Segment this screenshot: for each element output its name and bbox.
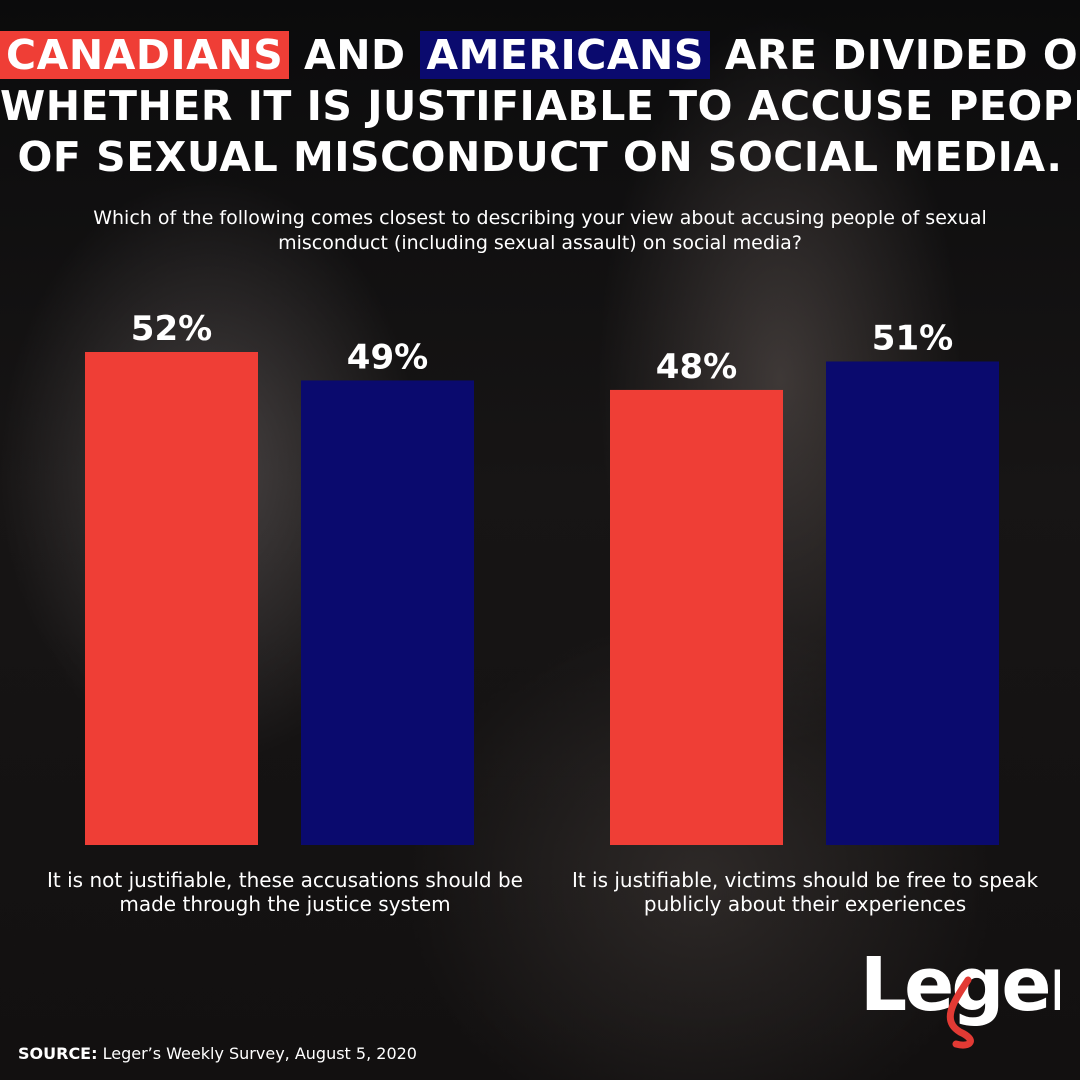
bar-canadians-1 — [610, 389, 783, 845]
bar-americans-1 — [826, 361, 999, 845]
bar-americans-0 — [301, 380, 474, 845]
value-label-americans-0: 49% — [347, 337, 428, 377]
headline: CANADIANS AND AMERICANS ARE DIVIDED ON W… — [0, 30, 1080, 183]
question-subtitle: Which of the following comes closest to … — [93, 207, 987, 254]
headline-line-2: WHETHER IT IS JUSTIFIABLE TO ACCUSE PEOP… — [0, 82, 1080, 130]
headline-line-3: OF SEXUAL MISCONDUCT ON SOCIAL MEDIA. — [17, 133, 1063, 181]
source-text: Leger’s Weekly Survey, August 5, 2020 — [102, 1044, 417, 1063]
leger-logo-mark: Leger — [860, 942, 1080, 1049]
americans-highlight: AMERICANS — [420, 31, 710, 79]
category-label-not-justifiable: It is not justifiable, these accusations… — [47, 868, 523, 916]
canadians-highlight: CANADIANS — [0, 31, 290, 79]
leger-logo-text: Leger — [860, 942, 1060, 1028]
headline-and: AND — [304, 31, 406, 79]
leger-logo: Leger — [860, 940, 1080, 1050]
headline-line-1: CANADIANS AND AMERICANS ARE DIVIDED ON — [0, 30, 1080, 81]
headline-line1-rest: ARE DIVIDED ON — [724, 31, 1080, 79]
value-label-americans-1: 51% — [872, 318, 953, 358]
bar-canadians-0 — [85, 352, 258, 845]
source-note: SOURCE: Leger’s Weekly Survey, August 5,… — [18, 1044, 417, 1063]
category-label-justifiable: It is justifiable, victims should be fre… — [571, 868, 1039, 916]
value-label-canadians-1: 48% — [656, 347, 737, 387]
value-label-canadians-0: 52% — [131, 309, 212, 349]
source-prefix: SOURCE: — [18, 1044, 98, 1063]
